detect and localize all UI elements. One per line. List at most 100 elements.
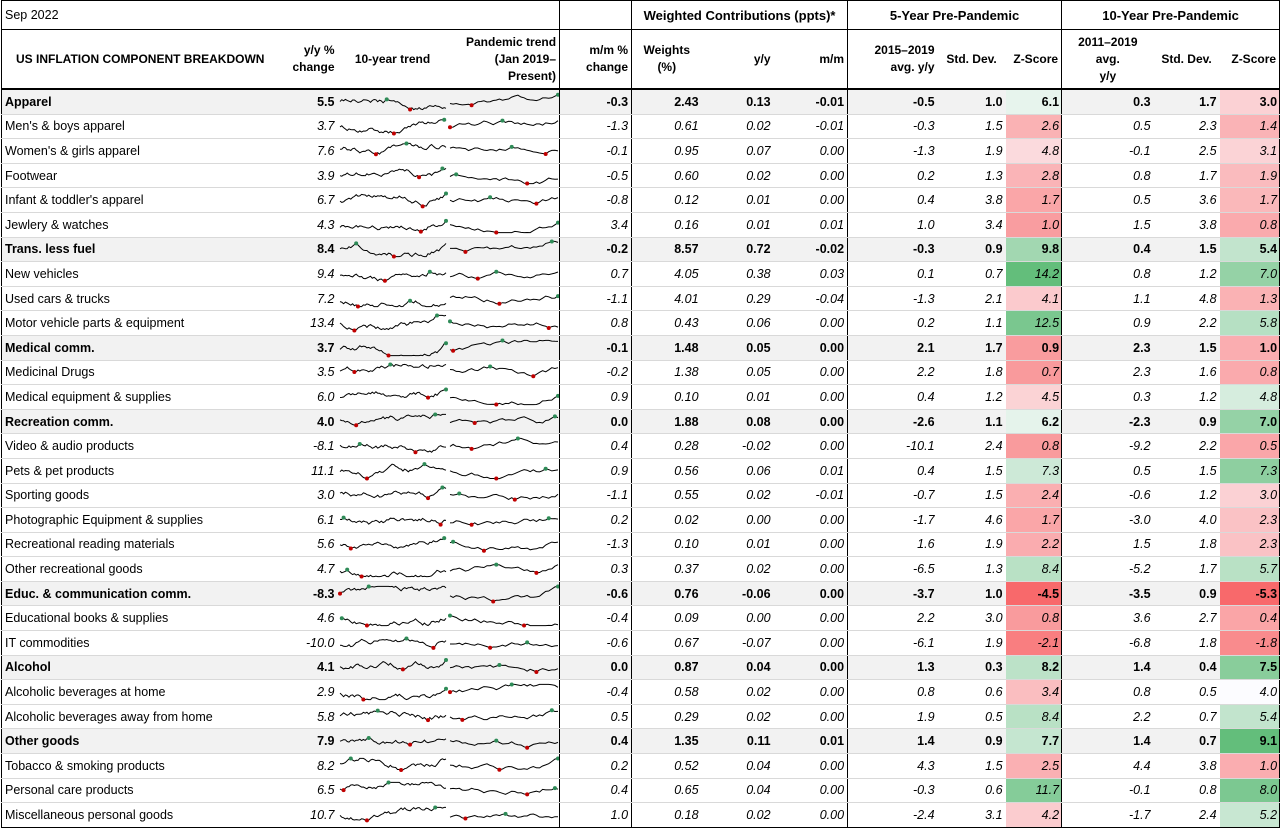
sparkline-high-marker [353,241,358,246]
avg-10yr: -9.2 [1061,433,1154,459]
stddev-10yr: 2.3 [1153,114,1220,140]
stddev-10yr: 2.2 [1153,310,1220,336]
mm-change: -0.4 [559,605,632,632]
contrib-mm: 0.00 [773,704,848,730]
sparkline-pandemic-chart [449,562,558,575]
ten-year-trend-sparkline [337,507,448,533]
sparkline-high-marker [549,239,554,244]
component-name: Sporting goods [1,483,280,509]
stddev-5yr: 1.7 [937,335,1006,361]
sparkline-low-marker [351,370,356,375]
group-weighted-contributions: Weighted Contributions (ppts)* [631,0,848,30]
yy-change: 2.9 [279,679,338,705]
yy-change: 4.0 [279,409,338,435]
stddev-5yr: 0.6 [937,778,1006,804]
sparkline-high-marker [434,313,439,318]
yy-change: 4.6 [279,605,338,632]
sparkline-path [449,541,558,552]
weight: 1.35 [631,728,702,755]
weight: 1.38 [631,360,702,386]
component-name: Motor vehicle parts & equipment [1,310,280,336]
sparkline-high-marker [509,144,514,149]
yy-change: 13.4 [279,310,338,336]
weight: 0.95 [631,138,702,164]
header-avg-10yr: 2011–2019 avg. y/y [1061,29,1154,90]
zscore-5yr: 14.2 [1005,261,1062,287]
sparkline-low-marker [438,522,443,527]
zscore-5yr: 0.7 [1005,360,1062,386]
contrib-yy: 0.00 [701,507,774,533]
sparkline-high-marker [543,466,548,471]
weight: 0.43 [631,310,702,336]
sparkline-path [449,787,558,796]
avg-10yr: -0.1 [1061,778,1154,804]
zscore-10yr: 3.0 [1219,89,1280,115]
header-10-year-trend: 10-year trend [337,29,448,90]
contrib-yy: 0.29 [701,286,774,312]
zscore-5yr: 4.1 [1005,286,1062,312]
sparkline-pandemic-chart [449,707,558,722]
pandemic-trend-sparkline [447,458,560,484]
stddev-10yr: 0.7 [1153,728,1220,755]
sparkline-10yr-chart [339,485,446,501]
sparkline-path [339,585,446,594]
ten-year-trend-sparkline [337,360,448,386]
avg-5yr: 2.2 [847,360,938,386]
component-name: Medical equipment & supplies [1,384,280,410]
avg-5yr: -6.5 [847,556,938,582]
component-row: Miscellaneous personal goods 10.7 1.0 0.18 0… [1,802,1280,828]
contrib-yy: 0.01 [701,532,774,558]
header-component: US INFLATION COMPONENT BREAKDOWN [1,29,280,90]
sparkline-low-marker [487,645,492,650]
stddev-10yr: 3.8 [1153,753,1220,779]
sparkline-path [339,98,446,111]
mm-change: -0.5 [559,163,632,189]
stddev-5yr: 0.3 [937,655,1006,681]
sparkline-low-marker [481,549,486,554]
ten-year-trend-sparkline [337,532,448,558]
sparkline-pandemic-chart [447,613,558,628]
component-row: Educational books & supplies 4.6 -0.4 0.09 0… [1,605,1280,632]
sparkline-path [449,641,558,649]
sparkline-low-marker [364,476,369,481]
yy-change: 5.5 [279,89,338,115]
avg-5yr: -0.7 [847,483,938,509]
pandemic-trend-sparkline [447,310,560,336]
sparkline-pandemic-chart [447,118,558,130]
sparkline-high-marker [441,118,446,123]
sparkline-low-marker [400,667,405,672]
sparkline-path [449,683,558,693]
sparkline-10yr-chart [339,686,448,702]
sparkline-path [449,173,558,184]
ten-year-trend-sparkline [337,778,448,804]
sparkline-pandemic-chart [449,269,558,281]
ten-year-trend-sparkline [337,89,448,115]
ten-year-trend-sparkline [337,581,448,607]
sparkline-high-marker [387,362,392,367]
contrib-mm: 0.00 [773,433,848,459]
sparkline-10yr-chart [339,805,446,823]
stddev-5yr: 0.6 [937,679,1006,705]
sparkline-high-marker [344,567,349,572]
component-row: Photographic Equipment & supplies 6.1 0.2 0… [1,507,1280,533]
stddev-5yr: 1.2 [937,384,1006,410]
stddev-5yr: 1.9 [937,532,1006,558]
sparkline-path [449,295,558,304]
sparkline-low-marker [496,301,501,306]
report-date: Sep 2022 [0,0,560,30]
mm-change: 0.0 [559,655,632,681]
stddev-10yr: 4.0 [1153,507,1220,533]
sparkline-high-marker [555,756,560,761]
avg-10yr: 1.5 [1061,532,1154,558]
ten-year-trend-sparkline [337,802,448,828]
component-row: Alcoholic beverages at home 2.9 -0.4 0.58 0.… [1,679,1280,705]
component-name: IT commodities [1,630,280,656]
pandemic-trend-sparkline [447,187,560,213]
contrib-mm: 0.00 [773,581,848,607]
component-row: Motor vehicle parts & equipment 13.4 0.8 0.… [1,310,1280,336]
sparkline-high-marker [403,636,408,641]
sparkline-10yr-chart [339,298,446,309]
zscore-5yr: 4.8 [1005,138,1062,164]
weight: 0.29 [631,704,702,730]
yy-change: 7.9 [279,728,338,755]
